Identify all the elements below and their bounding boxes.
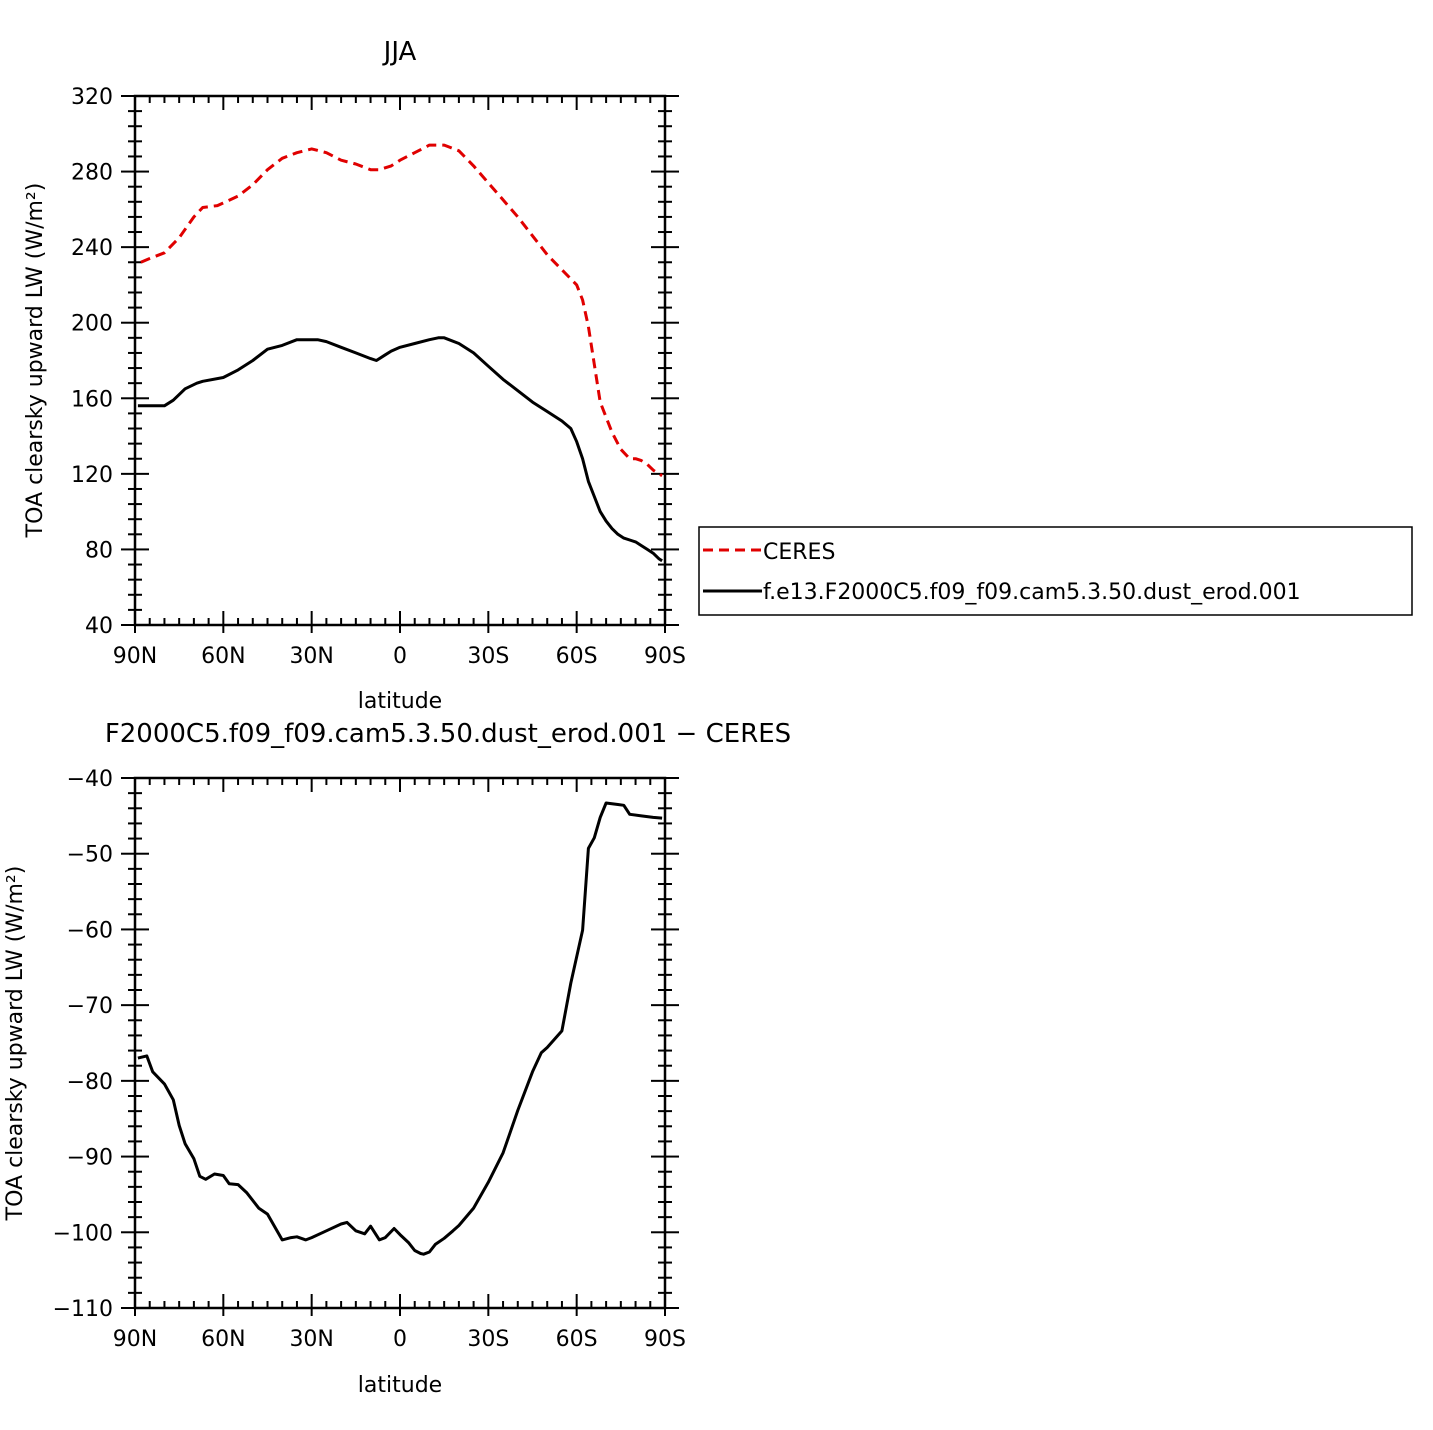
top-line-plot: JJA latitude TOA clearsky upward LW (W/m… [23, 37, 686, 714]
bottom-plot-title: F2000C5.f09_f09.cam5.3.50.dust_erod.001 … [105, 719, 791, 749]
top-y-tick-label: 160 [71, 387, 113, 412]
top-axis-ticks: 90N 60N 30N 0 30S 60S 90S 40 80 120 160 200 240 280 32… [71, 85, 686, 669]
top-plot-title: JJA [382, 37, 417, 67]
top-x-axis-title: latitude [358, 689, 442, 714]
bottom-y-tick-label: −90 [67, 1146, 113, 1171]
bottom-x-tick-label: 30S [467, 1327, 509, 1352]
top-y-tick-label: 320 [71, 85, 113, 110]
bottom-series-lines [137, 801, 663, 1256]
bottom-x-tick-label: 30N [289, 1327, 333, 1352]
top-series-line-0 [140, 143, 663, 477]
bottom-y-tick-label: −110 [53, 1297, 113, 1322]
bottom-x-tick-label: 90N [113, 1327, 157, 1352]
top-y-tick-label: 40 [85, 614, 113, 639]
bottom-series-line-0 [137, 801, 663, 1256]
bottom-y-tick-label: −60 [67, 918, 113, 943]
legend-label-model: f.e13.F2000C5.f09_f09.cam5.3.50.dust_ero… [763, 580, 1301, 605]
top-y-tick-label: 120 [71, 463, 113, 488]
top-x-tick-label: 60S [556, 644, 598, 669]
bottom-x-tick-label: 90S [644, 1327, 686, 1352]
top-series-line-1 [137, 336, 663, 563]
top-y-tick-label: 80 [85, 538, 113, 563]
top-plot-frame [133, 94, 667, 627]
top-x-tick-label: 0 [393, 644, 407, 669]
top-y-tick-label: 240 [71, 236, 113, 261]
legend-box [698, 526, 1413, 616]
bottom-plot-frame [133, 776, 667, 1310]
top-x-tick-label: 60N [201, 644, 245, 669]
top-x-tick-label: 90N [113, 644, 157, 669]
bottom-x-tick-label: 60N [201, 1327, 245, 1352]
bottom-x-tick-label: 0 [393, 1327, 407, 1352]
bottom-y-tick-label: −40 [67, 767, 113, 792]
bottom-y-tick-label: −70 [67, 994, 113, 1019]
bottom-x-axis-title: latitude [358, 1373, 442, 1398]
bottom-y-tick-label: −50 [67, 843, 113, 868]
bottom-x-tick-label: 60S [556, 1327, 598, 1352]
legend-label-ceres: CERES [763, 540, 835, 565]
bottom-y-tick-label: −100 [53, 1221, 113, 1246]
top-x-tick-label: 30N [289, 644, 333, 669]
top-x-tick-label: 30S [467, 644, 509, 669]
legend: CERES f.e13.F2000C5.f09_f09.cam5.3.50.du… [698, 526, 1413, 616]
bottom-y-tick-label: −80 [67, 1070, 113, 1095]
top-y-axis-title: TOA clearsky upward LW (W/m²) [23, 183, 48, 539]
top-y-tick-label: 200 [71, 312, 113, 337]
bottom-y-axis-title: TOA clearsky upward LW (W/m²) [3, 866, 28, 1222]
top-x-tick-label: 90S [644, 644, 686, 669]
top-y-tick-label: 280 [71, 161, 113, 186]
bottom-line-plot: F2000C5.f09_f09.cam5.3.50.dust_erod.001 … [3, 719, 791, 1398]
top-series-lines [137, 143, 663, 563]
